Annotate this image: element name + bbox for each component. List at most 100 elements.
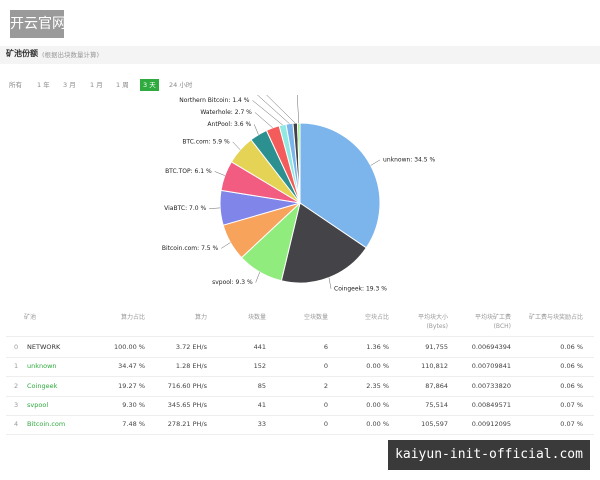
leader-line — [370, 159, 381, 166]
leader-line — [328, 277, 332, 289]
table-cell: 1.36 % — [366, 343, 389, 351]
section-title: 矿池份额 — [6, 49, 38, 58]
table-line — [6, 414, 594, 416]
table-cell: 34.47 % — [118, 362, 145, 371]
column-header: (BCH) — [493, 323, 511, 330]
slice-label: BTC.com: 5.9 % — [182, 138, 230, 145]
table-cell: 100.00 % — [114, 343, 145, 351]
table-cell: 7.48 % — [122, 420, 145, 429]
leader-line — [266, 95, 296, 124]
table-line — [6, 336, 594, 337]
slice-label: Coingeek: 19.3 % — [334, 285, 387, 292]
column-header: 算力占比 — [120, 314, 145, 321]
slice-label: Waterhole: 2.7 % — [200, 109, 252, 116]
table-cell: 0.00 % — [366, 420, 389, 429]
table-cell: 0.00694394 — [471, 343, 511, 351]
section-subtitle: (根据出块数量计算) — [42, 51, 100, 59]
leader-line — [214, 171, 225, 176]
column-header: 空块数量 — [303, 314, 328, 321]
table-cell: 152 — [253, 362, 266, 371]
table-cell: 85 — [257, 381, 266, 390]
table-cell: 0 — [323, 400, 328, 409]
table-cell: 0.07 % — [560, 420, 583, 429]
table-cell: 0.07 % — [560, 400, 583, 409]
table-cell: 6 — [323, 343, 328, 351]
table-cell: 278.21 PH/s — [167, 420, 207, 429]
column-header: 平均块大小 — [417, 314, 448, 321]
tab[interactable]: 3 月 — [63, 81, 76, 89]
pie-chart: unknown: 34.5 % Coingeek: 19.3 % svpool: 9… — [162, 95, 435, 292]
table-cell: 0.06 % — [560, 381, 583, 390]
leader-line — [297, 95, 299, 124]
table-cell: 345.65 PH/s — [167, 400, 207, 409]
column-header: 空块占比 — [364, 314, 389, 321]
table-cell: 0.00709841 — [471, 362, 511, 371]
pool-name: NETWORK — [27, 343, 61, 351]
table-cell: 3 — [14, 400, 19, 409]
tab[interactable]: 1 月 — [90, 81, 103, 89]
table-cell: 105,597 — [421, 420, 448, 429]
slice-label: unknown: 34.5 % — [383, 156, 435, 163]
table-line — [6, 395, 594, 397]
column-header: 矿工费与块奖励占比 — [528, 314, 583, 321]
watermark: kaiyun-init-official.com — [388, 440, 590, 470]
table-cell: 0.06 % — [560, 343, 583, 351]
table-cell: 110,812 — [421, 362, 448, 371]
pool-name[interactable]: unknown — [27, 362, 57, 371]
table-cell: 33 — [257, 420, 266, 429]
leader-line — [252, 100, 283, 126]
pool-name[interactable]: Bitcoin.com — [27, 420, 66, 429]
table-cell: 0 — [14, 343, 19, 351]
table-cell: 0 — [323, 420, 328, 429]
table-cell: 0.00 % — [366, 362, 389, 371]
tab[interactable]: 24 小时 — [169, 81, 193, 89]
table-line — [6, 357, 594, 358]
tab[interactable]: 3 天 — [140, 79, 159, 91]
table-cell: 0.06 % — [560, 362, 583, 371]
leader-line — [257, 95, 290, 124]
table-cell: 2 — [323, 381, 328, 390]
table-cell: 0.00 % — [366, 400, 389, 409]
header-bar — [0, 46, 600, 64]
tab[interactable]: 1 周 — [116, 81, 129, 89]
table-cell: 0.00912095 — [471, 420, 511, 429]
table-line — [6, 376, 594, 378]
tab[interactable]: 1 年 — [37, 81, 50, 89]
table-cell: 9.30 % — [122, 400, 145, 409]
pool-name[interactable]: svpool — [27, 400, 49, 409]
table-cell: 87,864 — [425, 381, 448, 390]
column-header: 矿池 — [24, 314, 37, 321]
leader-line — [254, 112, 273, 128]
column-header: (Bytes) — [426, 323, 448, 330]
slice-label: svpool: 9.3 % — [212, 279, 253, 286]
table-cell: 0.00733820 — [471, 381, 511, 390]
table-cell: 91,755 — [425, 343, 448, 351]
pool-name[interactable]: Coingeek — [27, 381, 58, 390]
column-header: 算力 — [194, 314, 207, 321]
table-cell: 441 — [253, 343, 266, 351]
slice-label: AntPool: 3.6 % — [207, 121, 251, 128]
column-header: 块数量 — [247, 314, 266, 321]
table-cell: 716.60 PH/s — [167, 381, 207, 390]
table-cell: 75,514 — [425, 400, 448, 409]
leader-line — [255, 272, 260, 283]
table-cell: 1.28 EH/s — [175, 362, 207, 371]
leader-line — [221, 242, 231, 249]
table-cell: 0.00849571 — [471, 400, 511, 409]
table-cell: 4 — [14, 420, 19, 429]
slice-label: Northern Bitcoin: 1.4 % — [179, 97, 249, 104]
table-cell: 19.27 % — [118, 381, 145, 390]
slice-label: Bitcoin.com: 7.5 % — [162, 245, 219, 252]
leader-line — [253, 124, 259, 135]
table-line — [6, 434, 594, 436]
table-cell: 3.72 EH/s — [175, 343, 207, 351]
table-cell: 1 — [14, 362, 19, 371]
leader-line — [232, 141, 241, 151]
tab[interactable]: 所有 — [9, 81, 22, 89]
slice-label: BTC.TOP: 6.1 % — [165, 168, 212, 175]
pie-slice — [280, 202, 367, 284]
watermark: 开云官网 — [10, 10, 66, 38]
table-cell: 2 — [14, 381, 19, 390]
table-cell: 2.35 % — [366, 381, 389, 390]
